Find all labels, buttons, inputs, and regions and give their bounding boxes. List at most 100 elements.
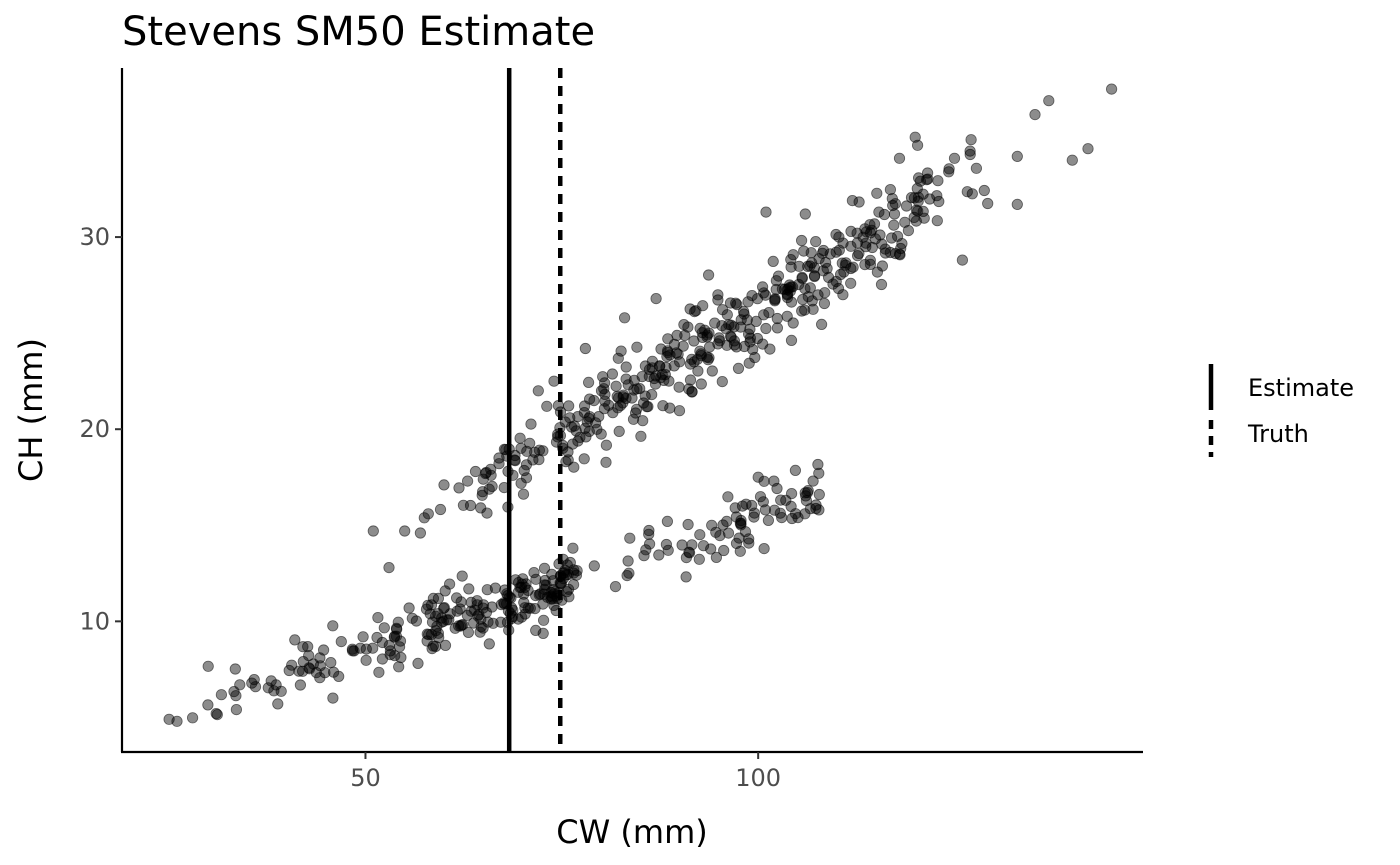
data-point: [615, 345, 627, 357]
data-point: [654, 360, 666, 372]
data-point: [517, 573, 529, 585]
data-point: [680, 571, 692, 583]
data-point: [451, 605, 463, 617]
data-point: [730, 341, 743, 353]
data-point: [641, 401, 653, 413]
data-point: [776, 511, 788, 524]
data-point: [662, 544, 674, 556]
data-point: [559, 416, 571, 428]
data-point: [600, 439, 613, 451]
data-point: [357, 631, 369, 643]
data-point: [515, 581, 527, 593]
data-point: [567, 438, 579, 450]
data-point: [574, 431, 586, 443]
data-point: [806, 295, 818, 307]
data-point: [579, 342, 592, 355]
data-point: [956, 254, 969, 266]
data-point: [873, 206, 885, 218]
data-point: [599, 395, 611, 407]
data-point: [283, 664, 295, 677]
data-point: [588, 560, 600, 572]
y-axis-title: CH (mm): [12, 338, 50, 482]
data-point: [764, 343, 776, 355]
data-point: [771, 322, 784, 334]
data-point: [964, 145, 976, 157]
data-point: [335, 635, 347, 648]
data-point: [1029, 109, 1041, 121]
data-point: [406, 612, 418, 624]
data-point: [595, 385, 608, 397]
data-point: [905, 192, 918, 204]
data-point: [430, 640, 442, 653]
data-point: [578, 453, 590, 465]
data-point: [514, 432, 526, 444]
data-point: [541, 591, 554, 603]
data-point: [661, 350, 673, 363]
data-point: [393, 641, 406, 653]
data-point: [888, 219, 900, 231]
data-point: [297, 655, 309, 668]
data-point: [736, 500, 749, 512]
data-point: [637, 415, 649, 427]
data-point: [851, 250, 864, 262]
data-point: [486, 601, 498, 613]
data-point: [512, 613, 524, 625]
data-point: [762, 514, 775, 527]
data-point: [760, 322, 772, 335]
data-point: [728, 335, 741, 347]
data-point: [721, 515, 733, 528]
data-point: [735, 514, 747, 527]
data-point: [819, 287, 831, 299]
data-point: [424, 608, 436, 620]
data-point: [378, 622, 390, 634]
data-point: [804, 503, 817, 515]
data-point: [732, 362, 745, 374]
data-point: [474, 626, 486, 638]
data-point: [443, 578, 456, 590]
data-point: [702, 269, 715, 281]
data-point: [902, 225, 915, 237]
data-point: [296, 665, 309, 677]
data-point: [705, 543, 717, 555]
data-point: [837, 289, 849, 301]
data-point: [534, 588, 546, 600]
data-point: [421, 635, 433, 647]
x-tick-label: 50: [350, 764, 381, 792]
data-point: [286, 659, 298, 671]
data-point: [653, 549, 665, 561]
data-point: [412, 657, 424, 670]
data-point: [804, 260, 816, 272]
data-point: [879, 243, 891, 255]
data-point: [395, 651, 407, 664]
data-point: [807, 303, 819, 315]
data-point: [758, 309, 770, 321]
data-point: [461, 609, 473, 621]
data-point: [520, 459, 533, 471]
data-point: [462, 626, 474, 639]
data-point: [812, 458, 824, 471]
data-point: [933, 195, 945, 208]
data-point: [899, 216, 911, 228]
data-point: [864, 219, 876, 231]
data-point: [801, 486, 814, 499]
data-point: [426, 616, 439, 628]
data-point: [697, 300, 709, 312]
data-point: [618, 312, 631, 324]
data-point: [799, 304, 811, 316]
data-point: [737, 305, 750, 317]
data-point: [914, 175, 927, 187]
data-point: [294, 679, 306, 691]
y-tick-label: 30: [79, 223, 110, 251]
data-point: [679, 329, 691, 341]
data-point: [469, 465, 482, 478]
data-point: [373, 666, 385, 678]
data-point: [463, 583, 475, 595]
data-point: [785, 254, 797, 266]
data-point: [418, 512, 430, 524]
data-point: [613, 425, 625, 437]
data-point: [683, 546, 695, 558]
data-point: [525, 418, 537, 430]
data-point: [866, 241, 878, 254]
data-point: [476, 489, 488, 501]
data-point: [780, 494, 792, 506]
